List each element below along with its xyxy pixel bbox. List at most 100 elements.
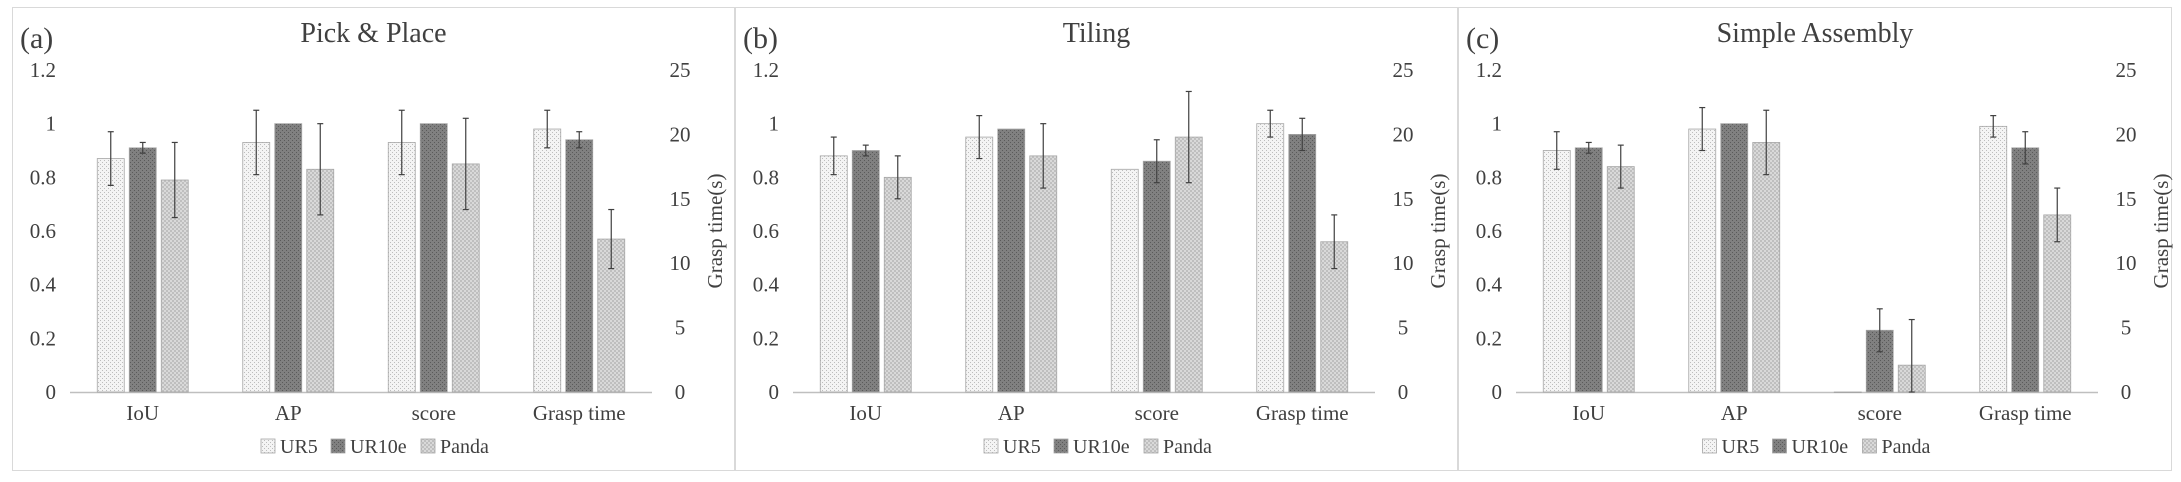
y-tick-label: 0.8 [30, 165, 56, 189]
legend-label: UR10e [1792, 436, 1849, 458]
y2-tick-label: 20 [1393, 122, 1414, 146]
y2-tick-label: 15 [670, 187, 691, 211]
bar-ur10e [128, 147, 157, 393]
x-tick-label: score [1135, 401, 1179, 425]
panel-label: (b) [743, 22, 778, 55]
bar-ur10e [851, 150, 880, 393]
y2-axis-title: Grasp time(s) [703, 174, 727, 289]
legend-label: Panda [440, 436, 489, 458]
y2-tick-label: 0 [675, 380, 686, 404]
y2-tick-label: 5 [2121, 316, 2132, 340]
y-tick-label: 0.2 [30, 326, 56, 350]
y2-tick-label: 10 [2116, 251, 2137, 275]
chart-title: Tiling [1063, 18, 1130, 49]
bar-ur5 [1833, 391, 1862, 394]
legend-swatch-panda [1143, 438, 1159, 454]
legend-label: UR5 [280, 436, 318, 458]
y-tick-label: 0.6 [30, 219, 56, 243]
y-tick-label: 0.2 [753, 326, 779, 350]
y-tick-label: 0.8 [1476, 165, 1502, 189]
chart-title: Simple Assembly [1717, 18, 1914, 49]
legend-label: UR5 [1003, 436, 1041, 458]
bar-ur10e [419, 123, 448, 393]
y2-tick-label: 25 [1393, 58, 1414, 82]
legend-label: UR5 [1722, 436, 1760, 458]
legend-swatch-panda [1862, 438, 1877, 454]
bar-ur5 [1256, 123, 1285, 393]
chart-panel-1: (b) Tiling 0 0.2 0.4 0.6 0.8 1 1.2 0 5 10 15 20 25 Gras… [735, 7, 1458, 471]
panel-label: (a) [20, 22, 53, 55]
bar-panda [1752, 142, 1781, 393]
bar-panda [1029, 155, 1058, 393]
y-tick-label: 1.2 [30, 58, 56, 82]
y-tick-label: 0.6 [1476, 219, 1502, 243]
y-tick-label: 1 [769, 112, 780, 136]
bar-ur5 [1542, 150, 1571, 393]
bar-ur10e [1142, 160, 1171, 393]
y-tick-label: 0.6 [753, 219, 779, 243]
x-tick-label: score [412, 401, 456, 425]
bar-ur5 [819, 155, 848, 393]
x-tick-label: Grasp time [533, 401, 626, 425]
legend-swatch-ur10e [330, 438, 346, 454]
legend-swatch-ur5 [1702, 438, 1717, 454]
legend-swatch-panda [420, 438, 436, 454]
bar-ur10e [1720, 123, 1749, 393]
legend-swatch-ur5 [260, 438, 276, 454]
bar-ur5 [965, 136, 994, 393]
bar-ur5 [533, 128, 562, 393]
y2-tick-label: 5 [675, 316, 686, 340]
y-tick-label: 1 [46, 112, 57, 136]
y2-tick-label: 15 [1393, 187, 1414, 211]
x-tick-label: AP [1721, 401, 1748, 425]
bar-ur10e [2011, 147, 2040, 393]
legend-swatch-ur5 [983, 438, 999, 454]
y-tick-label: 1 [1492, 112, 1503, 136]
bar-ur5 [1110, 168, 1139, 393]
legend-label: Panda [1163, 436, 1212, 458]
x-tick-label: IoU [849, 401, 882, 425]
y2-tick-label: 5 [1398, 316, 1409, 340]
bar-ur10e [997, 128, 1026, 393]
x-tick-label: score [1858, 401, 1902, 425]
x-tick-label: AP [275, 401, 302, 425]
legend-label: Panda [1882, 436, 1931, 458]
y-tick-label: 0 [769, 380, 780, 404]
bar-panda [2043, 214, 2072, 393]
legend-label: UR10e [350, 436, 407, 458]
y2-tick-label: 20 [2116, 122, 2137, 146]
bar-ur10e [1574, 147, 1603, 393]
y2-axis-title: Grasp time(s) [2149, 174, 2173, 289]
x-tick-label: IoU [126, 401, 159, 425]
y2-tick-label: 10 [1393, 251, 1414, 275]
chart-title: Pick & Place [300, 18, 446, 49]
y-tick-label: 0 [1492, 380, 1503, 404]
bar-ur10e [274, 123, 303, 393]
legend-swatch-ur10e [1772, 438, 1787, 454]
panel-label: (c) [1466, 22, 1499, 55]
y-tick-label: 0.8 [753, 165, 779, 189]
bar-ur10e [565, 139, 594, 393]
y2-tick-label: 0 [2121, 380, 2132, 404]
y2-tick-label: 20 [670, 122, 691, 146]
chart-panel-0: (a) Pick & Place 0 0.2 0.4 0.6 0.8 1 1.2 0 5 10 15 20… [12, 7, 735, 471]
y-tick-label: 0.4 [753, 273, 780, 297]
y-tick-label: 1.2 [753, 58, 779, 82]
bar-ur10e [1288, 133, 1317, 393]
y-tick-label: 1.2 [1476, 58, 1502, 82]
y-tick-label: 0.2 [1476, 326, 1502, 350]
legend-label: UR10e [1073, 436, 1130, 458]
chart-panel-2: (c) Simple Assembly 0 0.2 0.4 0.6 0.8 1 1.2 0 5 10 1… [1458, 7, 2173, 471]
y-tick-label: 0.4 [1476, 273, 1503, 297]
y2-tick-label: 10 [670, 251, 691, 275]
bar-ur5 [1688, 128, 1717, 393]
y2-tick-label: 15 [2116, 187, 2137, 211]
legend-swatch-ur10e [1053, 438, 1069, 454]
bar-panda [883, 176, 912, 393]
bar-ur5 [1979, 125, 2008, 393]
bar-ur5 [387, 142, 416, 393]
y-tick-label: 0.4 [30, 273, 57, 297]
y2-axis-title: Grasp time(s) [1426, 174, 1450, 289]
